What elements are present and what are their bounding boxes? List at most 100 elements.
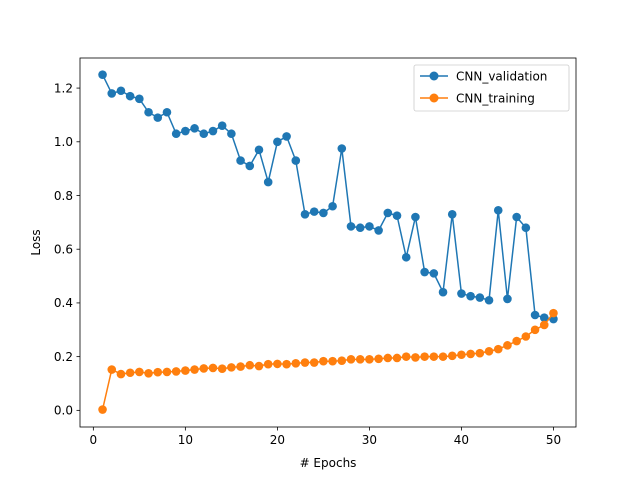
validation-point <box>429 269 439 278</box>
validation-point <box>217 121 227 130</box>
validation-point <box>273 137 282 147</box>
legend: CNN_validation CNN_training <box>413 64 570 112</box>
training-point <box>116 369 126 379</box>
y-axis-label: Loss <box>29 229 43 255</box>
validation-point <box>208 126 218 136</box>
legend-training-label: CNN_training <box>456 92 535 106</box>
x-tick-label: 50 <box>546 433 561 447</box>
validation-point <box>530 310 540 320</box>
training-point <box>236 362 245 371</box>
training-point <box>107 365 117 374</box>
training-point <box>539 320 549 330</box>
validation-point <box>355 223 365 233</box>
y-tick-label: 0.6 <box>54 243 73 257</box>
y-tick-label: 0.0 <box>54 404 73 418</box>
validation-point <box>365 222 374 231</box>
validation-point <box>107 89 117 98</box>
validation-point <box>144 107 153 117</box>
training-point <box>263 359 273 369</box>
validation-point <box>383 208 393 218</box>
validation-series <box>98 70 558 324</box>
validation-point <box>420 267 429 277</box>
training-point <box>171 367 181 376</box>
training-point <box>217 364 227 374</box>
validation-point <box>98 70 107 79</box>
validation-point <box>162 107 172 117</box>
x-tick-label: 20 <box>270 433 285 447</box>
validation-point <box>190 124 199 133</box>
training-line <box>101 312 555 410</box>
x-axis-ticks: 0 10 20 30 40 50 <box>90 427 561 447</box>
validation-point <box>263 177 273 187</box>
validation-point <box>116 86 126 96</box>
x-tick-label: 10 <box>178 433 193 447</box>
validation-point <box>125 91 135 101</box>
training-point <box>227 363 236 372</box>
training-point <box>475 348 485 358</box>
training-point <box>392 353 402 363</box>
training-point <box>429 352 439 361</box>
validation-point <box>282 132 291 141</box>
training-point <box>98 405 107 414</box>
training-point <box>291 359 301 368</box>
validation-point <box>199 129 209 139</box>
legend-training-marker <box>429 93 439 103</box>
y-tick-label: 0.8 <box>54 189 73 203</box>
training-point <box>530 325 540 335</box>
training-point <box>300 358 310 367</box>
training-point <box>493 344 503 354</box>
training-point <box>466 349 475 359</box>
x-axis-label: # Epochs <box>300 456 357 470</box>
validation-point <box>484 295 494 305</box>
validation-point <box>539 313 549 323</box>
training-point <box>521 332 531 341</box>
training-point <box>355 355 365 364</box>
training-point <box>438 352 448 361</box>
y-tick-label: 0.4 <box>54 296 73 310</box>
training-point <box>254 361 264 371</box>
validation-point <box>447 210 457 219</box>
training-point <box>374 354 383 364</box>
training-point <box>319 356 328 366</box>
training-point <box>162 367 172 377</box>
training-point <box>549 308 558 318</box>
training-point <box>153 367 163 377</box>
training-point <box>144 368 153 378</box>
validation-point <box>346 222 356 231</box>
training-point <box>503 341 512 350</box>
validation-point <box>236 156 245 165</box>
validation-point <box>309 207 319 216</box>
training-point <box>245 360 255 370</box>
training-point <box>383 353 393 363</box>
validation-point <box>245 161 255 171</box>
validation-point <box>475 293 485 302</box>
training-point <box>208 363 218 373</box>
training-point <box>190 365 199 374</box>
validation-point <box>319 208 328 218</box>
validation-point <box>392 211 402 220</box>
validation-point <box>466 291 475 301</box>
training-point <box>420 352 429 361</box>
validation-point <box>438 287 448 297</box>
validation-point <box>135 94 144 104</box>
validation-point <box>512 212 521 222</box>
x-tick-label: 40 <box>454 433 469 447</box>
training-point <box>199 364 209 373</box>
training-point <box>135 367 144 377</box>
validation-point <box>254 145 264 155</box>
training-point <box>447 351 457 361</box>
validation-point <box>374 226 383 235</box>
training-point <box>457 350 466 360</box>
training-point <box>328 356 337 366</box>
validation-point <box>300 210 310 219</box>
validation-point <box>337 144 347 153</box>
validation-point <box>493 205 503 215</box>
validation-point <box>171 129 181 139</box>
validation-point <box>153 113 163 122</box>
validation-point <box>328 201 337 211</box>
training-point <box>411 353 420 362</box>
validation-point <box>457 289 466 298</box>
x-tick-label: 0 <box>90 433 98 447</box>
plot-frame <box>79 57 577 428</box>
